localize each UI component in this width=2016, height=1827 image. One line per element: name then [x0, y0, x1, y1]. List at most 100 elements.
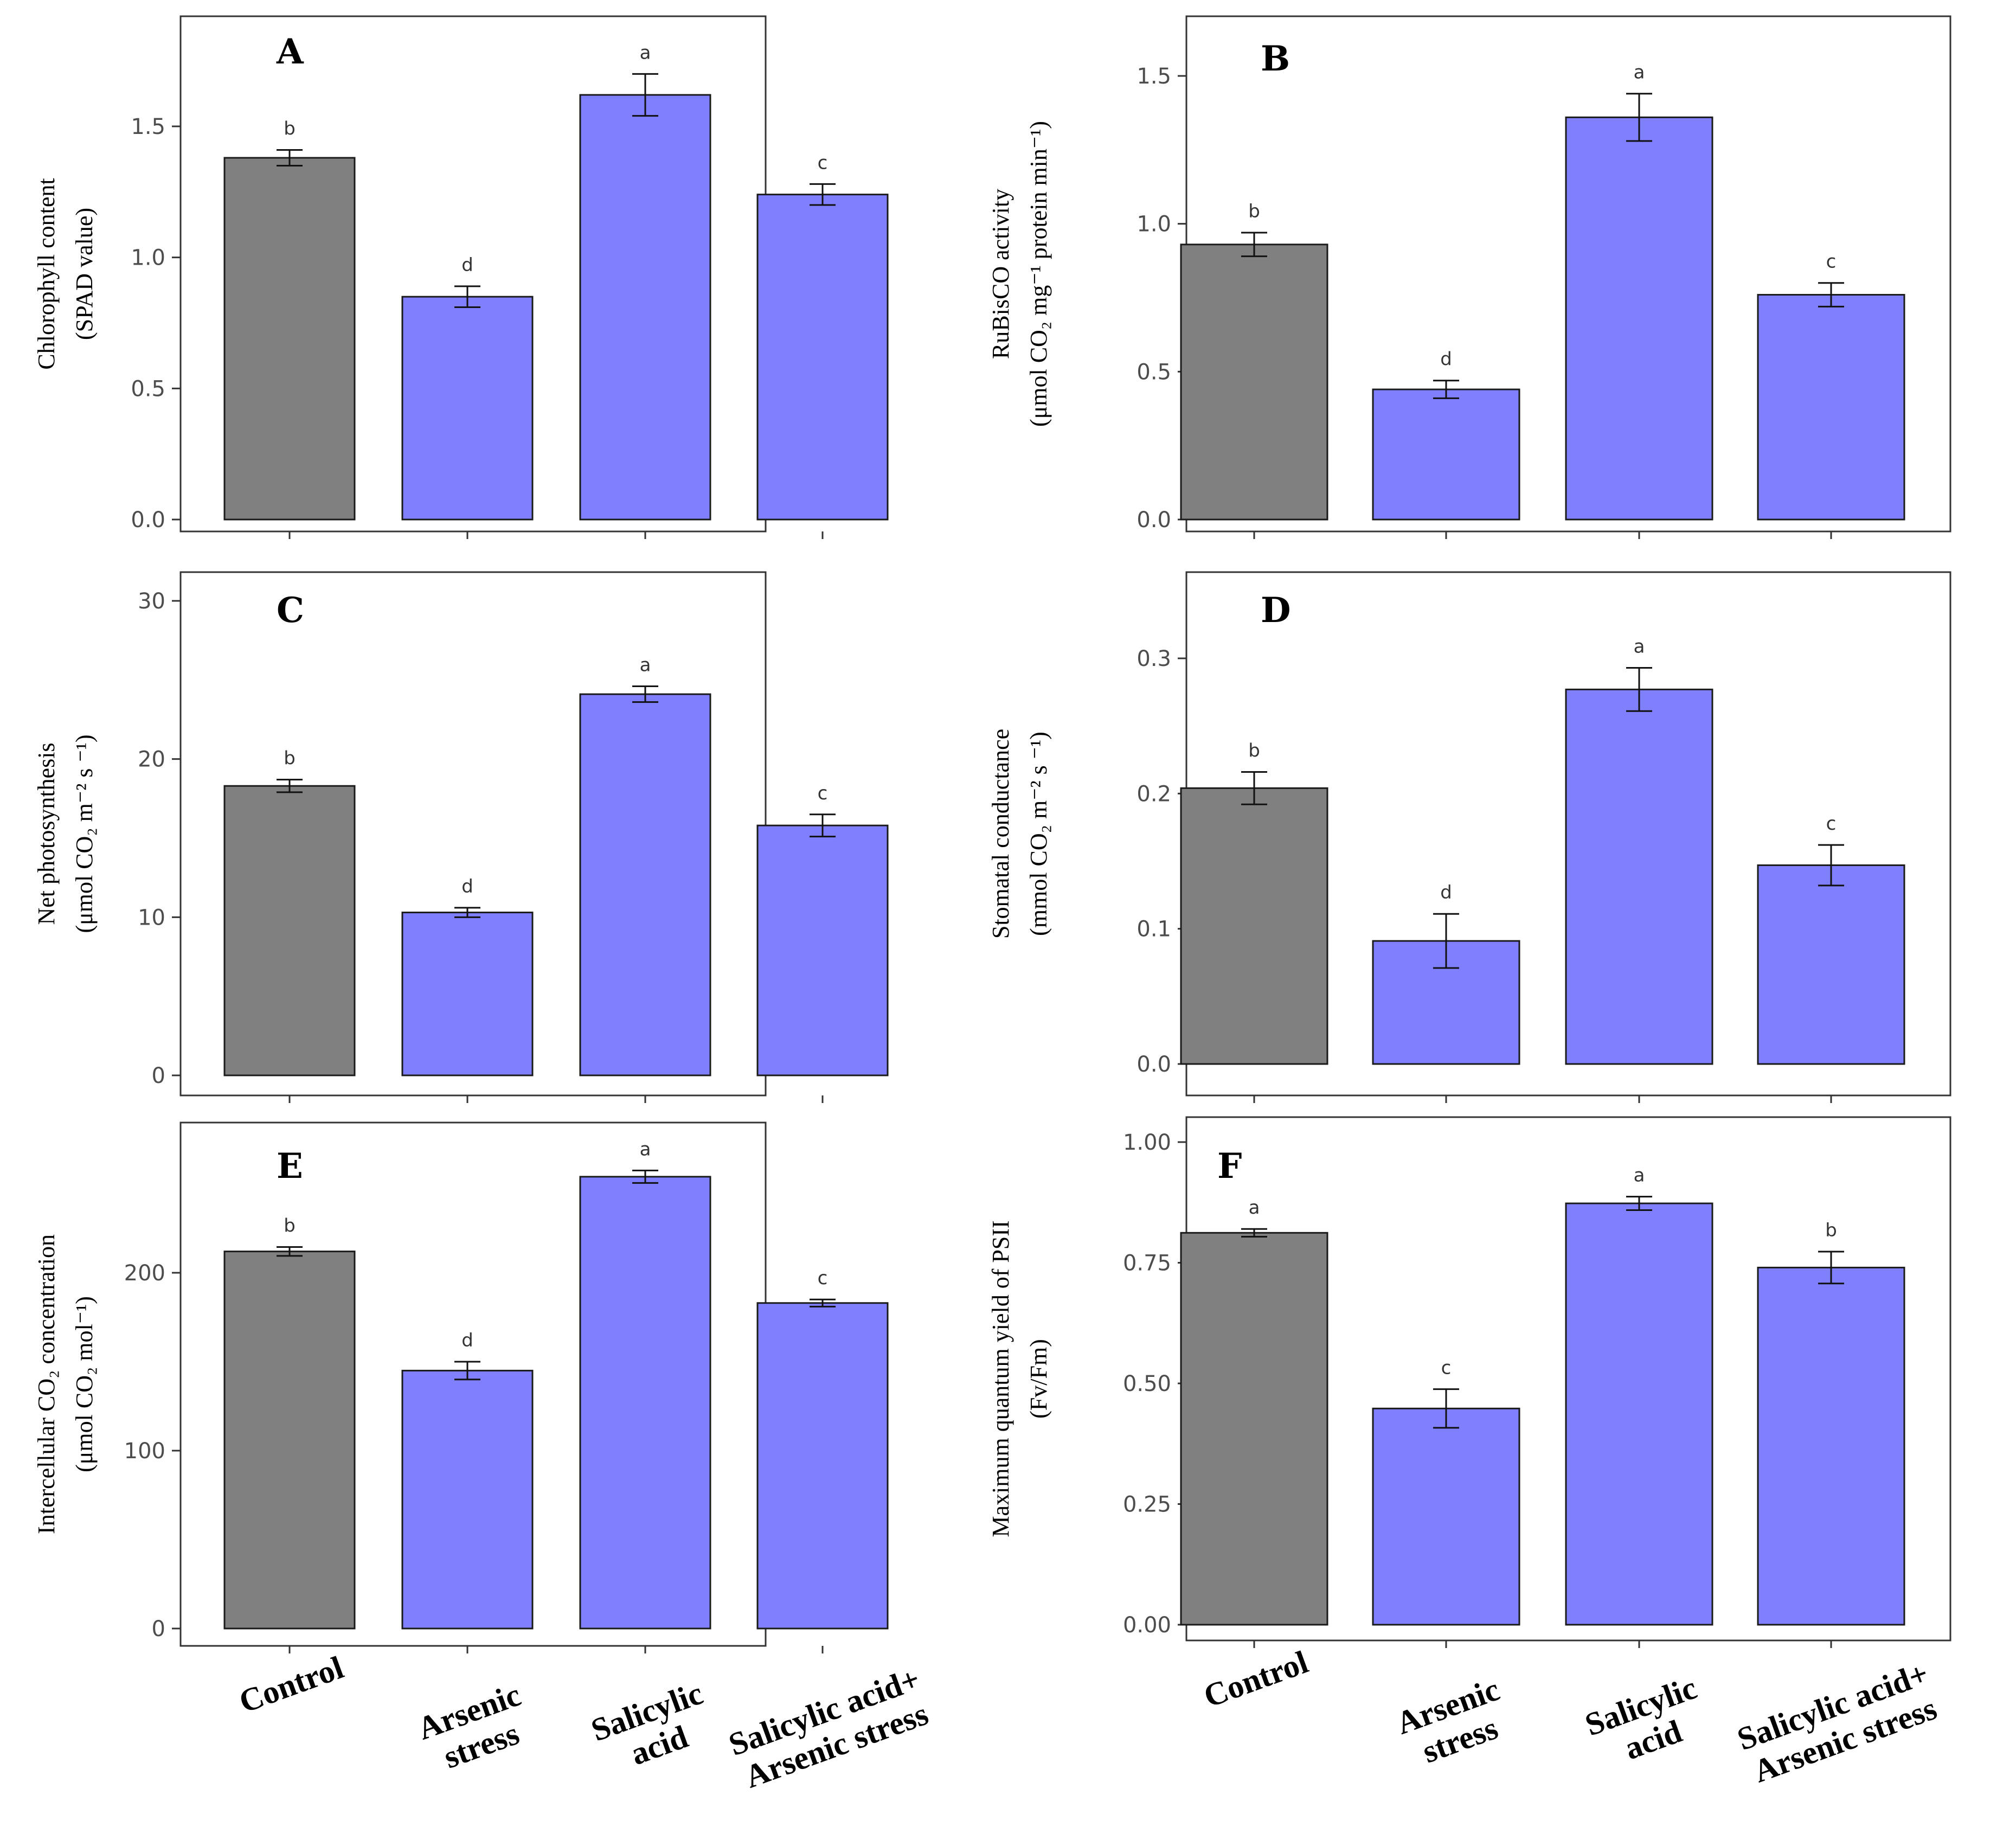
panel-b-letter: B — [1261, 39, 1290, 79]
panel-f-ytick-label: 0.75 — [1123, 1251, 1171, 1276]
panel-f-bar-control — [1180, 1232, 1328, 1626]
panel-d-bar-control — [1180, 787, 1328, 1065]
panel-f-errorbar — [1818, 1251, 1844, 1285]
panel-a-letter: A — [276, 31, 304, 72]
panel-c-bar-arsenic-stress — [401, 912, 534, 1076]
panel-f-sig-letter: c — [1441, 1357, 1452, 1379]
panel-d-sig-letter: c — [1826, 813, 1837, 835]
panel-f-errorbar — [1433, 1388, 1459, 1429]
panel-f-ytick-label: 0.00 — [1123, 1613, 1171, 1638]
panel-e-bar-arsenic-stress — [401, 1369, 534, 1630]
panel-d-bar-salicylic-acid — [1565, 688, 1713, 1065]
x-category-label: Control — [1199, 1644, 1312, 1714]
panel-a-bar-arsenic-stress — [401, 296, 534, 521]
panel-d-errorbar — [1241, 771, 1267, 805]
panel-e-bar-control — [223, 1251, 356, 1630]
panel-b-bar-salicylic-acid — [1565, 116, 1713, 521]
panel-c-ytick-label: 0 — [152, 1063, 165, 1088]
panel-a-ytick-label: 1.0 — [131, 246, 165, 271]
panel-b-ylabel: (μmol CO₂ mg⁻¹ protein min⁻¹) — [1025, 121, 1052, 427]
panel-d-ytick-label: 0.3 — [1137, 646, 1171, 671]
panel-b-errorbar — [1818, 282, 1844, 307]
panel-b-ytick-label: 0.0 — [1137, 508, 1171, 533]
panel-e-ytick-label: 0 — [152, 1617, 165, 1642]
panel-c: 0 10 20 30 b d a c C Net photosynthesis (μmol CO₂ … — [33, 571, 889, 1103]
panel-f-bar-salicylic-acid — [1565, 1202, 1713, 1626]
panel-a-sig-letter: c — [818, 152, 828, 174]
panel-a-bar-control — [223, 157, 356, 521]
panel-d-ytick-label: 0.0 — [1137, 1052, 1171, 1077]
panel-c-sig-letter: d — [461, 876, 473, 898]
panel-a-ytick-label: 0.5 — [131, 376, 165, 401]
panel-c-bar-salicylic-acid-arsenic-stress — [756, 824, 889, 1076]
x-label-right-control: Control — [1199, 1644, 1312, 1714]
panel-a-ylabel: (SPAD value) — [71, 208, 98, 340]
panel-b-bar-arsenic-stress — [1372, 388, 1520, 521]
panel-c-bar-control — [223, 785, 356, 1076]
panel-c-ytick-label: 10 — [138, 905, 165, 930]
panel-c-errorbar — [277, 779, 303, 793]
panel-f-ytick-label: 0.25 — [1123, 1492, 1171, 1517]
panel-e: 0 100 200 b d a c E Intercellular CO₂ concentrat… — [33, 1121, 889, 1653]
panel-d-letter: D — [1261, 590, 1291, 631]
panel-c-errorbar — [810, 813, 836, 838]
panel-b: 0.0 0.5 1.0 1.5 b d a c B RuBisCO activity (μmol C… — [987, 15, 1951, 539]
panel-f-ytick-label: 1.00 — [1123, 1130, 1171, 1155]
panel-f-ylabel: (Fv/Fm) — [1025, 1339, 1052, 1419]
panel-a-sig-letter: b — [284, 118, 296, 140]
panel-e-sig-letter: a — [640, 1138, 651, 1160]
panel-c-ylabel: (μmol CO₂ m⁻² s ⁻¹) — [71, 735, 98, 933]
panel-a: 0.0 0.5 1.0 1.5 b d a c A Chlorophyll content (SPA… — [33, 15, 889, 539]
panel-f-bar-arsenic-stress — [1372, 1407, 1520, 1626]
panel-d-bar-salicylic-acid-arsenic-stress — [1757, 864, 1905, 1065]
panel-e-bar-salicylic-acid-arsenic-stress — [756, 1302, 889, 1630]
panel-a-ytick-label: 1.5 — [131, 114, 165, 139]
panel-d-ytick-label: 0.2 — [1137, 781, 1171, 806]
panel-f-sig-letter: a — [1634, 1165, 1645, 1187]
x-category-label: Control — [234, 1649, 348, 1720]
panel-b-bar-control — [1180, 243, 1328, 521]
panel-e-sig-letter: c — [818, 1267, 828, 1289]
panel-d: 0.0 0.1 0.2 0.3 b d a c D Stomatal conductance (mm… — [987, 571, 1951, 1103]
panel-c-sig-letter: b — [284, 748, 296, 770]
panel-f-sig-letter: b — [1825, 1220, 1837, 1241]
panel-d-ylabel: Stomatal conductance — [987, 729, 1014, 939]
panel-b-bar-salicylic-acid-arsenic-stress — [1757, 294, 1905, 521]
panel-c-errorbar — [454, 907, 480, 918]
panel-a-sig-letter: a — [640, 42, 651, 63]
panel-c-ytick-label: 20 — [138, 747, 165, 772]
panel-d-errorbar — [1433, 913, 1459, 969]
panel-b-errorbar — [1241, 232, 1267, 258]
panel-b-sig-letter: a — [1634, 62, 1645, 84]
panel-b-errorbar — [1626, 93, 1652, 142]
panel-b-ytick-label: 1.0 — [1137, 212, 1171, 237]
panel-d-sig-letter: b — [1248, 740, 1260, 761]
panel-c-sig-letter: a — [640, 655, 651, 676]
panel-e-errorbar — [810, 1298, 836, 1307]
panel-d-errorbar — [1626, 666, 1652, 712]
panel-a-errorbar — [454, 285, 480, 308]
panel-b-ytick-label: 0.5 — [1137, 360, 1171, 384]
panel-e-errorbar — [454, 1361, 480, 1381]
x-label-right-salicylic-acid-arsenic-stress: Salicylic acid+Arsenic stress — [1732, 1655, 1941, 1790]
panel-c-letter: C — [277, 590, 304, 631]
panel-e-sig-letter: d — [461, 1330, 473, 1351]
panel-e-ytick-label: 200 — [124, 1261, 165, 1286]
panel-f-ytick-label: 0.50 — [1123, 1371, 1171, 1396]
panel-d-errorbar — [1818, 844, 1844, 887]
panel-a-errorbar — [810, 183, 836, 206]
panel-d-ytick-label: 0.1 — [1137, 917, 1171, 942]
panel-f: 0.00 0.25 0.50 0.75 1.00 a c a b F Maximum quantum… — [987, 1116, 1951, 1648]
panel-a-ylabel: Chlorophyll content — [33, 178, 60, 369]
panel-c-ylabel: Net photosynthesis — [33, 742, 60, 925]
panel-b-ytick-label: 1.5 — [1137, 64, 1171, 89]
panel-a-bar-salicylic-acid-arsenic-stress — [756, 194, 889, 521]
panel-d-ylabel: (mmol CO₂ m⁻² s ⁻¹) — [1025, 732, 1052, 936]
panel-e-sig-letter: b — [284, 1215, 296, 1236]
panel-d-sig-letter: a — [1634, 636, 1645, 657]
panel-b-errorbar — [1433, 380, 1459, 399]
panel-e-errorbar — [632, 1169, 658, 1184]
